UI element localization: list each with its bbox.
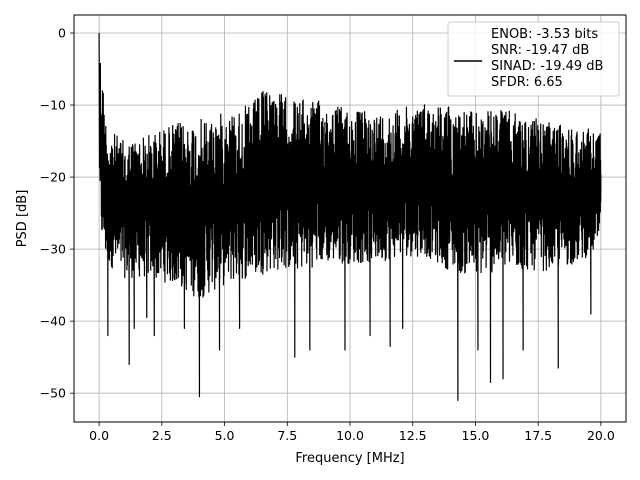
legend-sinad: SINAD: -19.49 dB (491, 59, 603, 74)
legend-enob: ENOB: -3.53 bits (491, 27, 598, 42)
x-tick-label-6: 15.0 (462, 428, 490, 443)
legend: ENOB: -3.53 bits SNR: -19.47 dB SINAD: -… (447, 21, 620, 97)
y-tick-label-1: −10 (40, 98, 66, 113)
psd-plot-area (98, 33, 602, 401)
x-tick-label-0: 0.0 (89, 428, 109, 443)
y-axis-ticks: 0 −10 −20 −30 −40 −50 (40, 26, 74, 401)
legend-box (447, 21, 620, 97)
x-tick-label-5: 12.5 (399, 428, 427, 443)
y-tick-label-5: −50 (40, 386, 66, 401)
y-tick-label-3: −30 (40, 242, 66, 257)
legend-snr: SNR: -19.47 dB (491, 43, 589, 58)
x-tick-label-1: 2.5 (152, 428, 172, 443)
x-tick-label-4: 10.0 (336, 428, 364, 443)
psd-series-line (98, 33, 602, 401)
y-tick-label-2: −20 (40, 170, 66, 185)
legend-sfdr: SFDR: 6.65 (491, 75, 563, 90)
y-tick-label-0: 0 (58, 26, 66, 41)
y-tick-label-4: −40 (40, 314, 66, 329)
x-axis-ticks: 0.0 2.5 5.0 7.5 10.0 12.5 15.0 17.5 20.0 (89, 422, 615, 443)
x-tick-label-7: 17.5 (524, 428, 552, 443)
x-tick-label-2: 5.0 (215, 428, 235, 443)
x-tick-label-3: 7.5 (277, 428, 297, 443)
x-axis-label: Frequency [MHz] (295, 451, 404, 466)
y-axis-label: PSD [dB] (15, 190, 30, 248)
x-tick-label-8: 20.0 (587, 428, 615, 443)
